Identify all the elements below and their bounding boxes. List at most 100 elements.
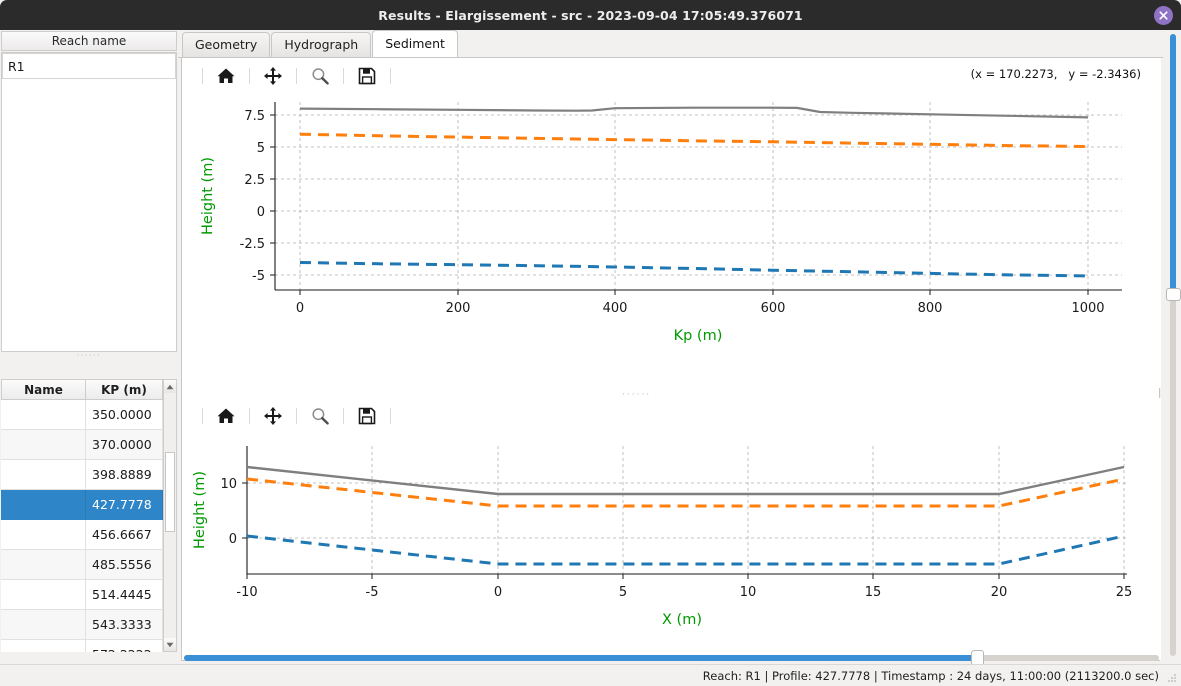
title-bar: Results - Elargissement - src - 2023-09-… — [0, 0, 1181, 30]
zoom-icon[interactable] — [305, 402, 335, 430]
toolbar-separator — [390, 408, 391, 424]
scroll-up-icon[interactable] — [164, 380, 176, 393]
longitudinal-chart[interactable]: 7.5 5 2.5 0 -2.5 -5 0 200 400 600 800 — [182, 94, 1161, 388]
y-tick-labels: 10 0 — [220, 477, 237, 547]
vertical-slider[interactable] — [1164, 30, 1181, 664]
table-row[interactable]: 456.6667 — [1, 520, 163, 550]
toolbar-separator — [249, 68, 250, 84]
x-ticks — [299, 290, 1089, 295]
x-axis-label: X (m) — [662, 612, 702, 628]
cell-name — [1, 460, 86, 490]
x-tick-label: -10 — [236, 585, 257, 600]
window-title: Results - Elargissement - src - 2023-09-… — [378, 7, 803, 23]
splitter-dots: ······ — [76, 351, 102, 360]
column-header-kp[interactable]: KP (m) — [101, 382, 147, 397]
slider-fill — [1170, 34, 1176, 296]
scrollbar-thumb[interactable] — [165, 452, 175, 532]
table-row[interactable]: 485.5556 — [1, 550, 163, 580]
series-bed-level — [246, 534, 1125, 566]
tab-geometry[interactable]: Geometry — [182, 32, 271, 57]
cell-kp: 456.6667 — [86, 520, 163, 550]
x-ticks — [246, 574, 1125, 579]
toolbar-separator — [296, 68, 297, 84]
slider-handle[interactable] — [1166, 288, 1181, 301]
table-row[interactable]: 572.2222 — [1, 640, 163, 652]
cell-kp: 485.5556 — [86, 550, 163, 580]
save-icon[interactable] — [352, 62, 382, 90]
cell-name — [1, 640, 86, 652]
kp-table-scrollbar[interactable] — [163, 379, 177, 652]
coordinate-readout: (x = 170.2273, y = -2.3436) — [970, 67, 1141, 81]
reach-list[interactable]: R1 — [1, 52, 177, 352]
slider-groove — [1170, 34, 1176, 656]
move-glyph — [264, 67, 282, 85]
table-row[interactable]: 543.3333 — [1, 610, 163, 640]
x-tick-labels: 0 200 400 600 800 1000 — [296, 301, 1105, 316]
table-row-selected[interactable]: 427.7778 — [1, 490, 163, 520]
scroll-down-icon[interactable] — [164, 638, 176, 651]
list-item[interactable]: R1 — [2, 53, 176, 79]
cross-section-chart[interactable]: 10 0 -10 -5 0 5 10 15 20 25 Height (m) — [182, 434, 1161, 660]
zoom-glyph — [312, 68, 329, 85]
plot-toolbar-top: (x = 170.2273, y = -2.3436) — [182, 58, 1161, 94]
plot-splitter[interactable]: ······ — [622, 390, 652, 400]
main-area: Geometry Hydrograph Sediment — [178, 30, 1163, 664]
cell-kp: 514.4445 — [86, 580, 163, 610]
y-tick-label: 0 — [257, 205, 265, 220]
reach-name-header: Reach name — [1, 31, 177, 51]
zoom-icon[interactable] — [305, 62, 335, 90]
x-tick-label: 20 — [991, 585, 1008, 600]
column-header-name[interactable]: Name — [2, 380, 86, 399]
grid-lines — [246, 446, 1127, 574]
kp-table-header: Name KP (m) — [1, 379, 163, 400]
cell-name — [1, 400, 86, 430]
tab-hydrograph[interactable]: Hydrograph — [271, 32, 372, 57]
move-icon[interactable] — [258, 402, 288, 430]
longitudinal-profile-panel: (x = 170.2273, y = -2.3436) — [182, 58, 1161, 388]
y-tick-label: -2.5 — [240, 237, 265, 252]
save-glyph — [358, 407, 376, 425]
tab-bar: Geometry Hydrograph Sediment — [178, 30, 1163, 58]
y-tick-label: 5 — [257, 141, 265, 156]
y-tick-label: -5 — [252, 269, 265, 284]
cell-kp: 350.0000 — [86, 400, 163, 430]
table-row[interactable]: 350.0000 — [1, 400, 163, 430]
home-icon[interactable] — [211, 62, 241, 90]
series-bank-line — [246, 465, 1125, 496]
toolbar-separator — [343, 408, 344, 424]
resize-grip-icon[interactable] — [1165, 671, 1177, 683]
slider-fill — [184, 655, 979, 661]
x-tick-label: 25 — [1116, 585, 1133, 600]
x-tick-label: 15 — [865, 585, 882, 600]
kp-table-body[interactable]: 350.0000 370.0000 398.8889 427.7778 456.… — [1, 400, 163, 652]
timestep-slider[interactable] — [180, 650, 1163, 666]
cell-name — [1, 430, 86, 460]
x-tick-label: -5 — [366, 585, 379, 600]
cross-section-panel: 10 0 -10 -5 0 5 10 15 20 25 Height (m) — [182, 398, 1161, 660]
x-tick-label: 200 — [446, 301, 471, 316]
table-row[interactable]: 370.0000 — [1, 430, 163, 460]
tab-sediment[interactable]: Sediment — [372, 30, 458, 57]
cell-kp: 572.2222 — [86, 640, 163, 652]
save-glyph — [358, 67, 376, 85]
x-tick-label: 10 — [740, 585, 757, 600]
home-icon[interactable] — [211, 402, 241, 430]
series-bed-level — [299, 261, 1089, 278]
y-axis-label: Height (m) — [200, 157, 216, 235]
x-tick-label: 0 — [494, 585, 502, 600]
save-icon[interactable] — [352, 402, 382, 430]
status-bar: Reach: R1 | Profile: 427.7778 | Timestam… — [0, 664, 1181, 686]
cell-kp: 543.3333 — [86, 610, 163, 640]
y-tick-label: 10 — [220, 477, 237, 492]
y-tick-label: 2.5 — [244, 173, 265, 188]
close-icon[interactable] — [1154, 6, 1173, 25]
table-row[interactable]: 514.4445 — [1, 580, 163, 610]
move-icon[interactable] — [258, 62, 288, 90]
grid-lines — [275, 102, 1122, 290]
x-tick-label: 800 — [918, 301, 943, 316]
table-row[interactable]: 398.8889 — [1, 460, 163, 490]
panel-splitter[interactable]: ······ — [1, 352, 177, 360]
x-tick-label: 400 — [603, 301, 628, 316]
y-tick-labels: 7.5 5 2.5 0 -2.5 -5 — [240, 109, 265, 284]
cell-kp: 398.8889 — [86, 460, 163, 490]
